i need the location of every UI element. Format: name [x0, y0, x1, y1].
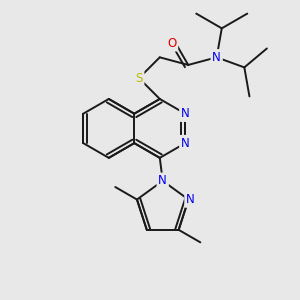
Text: N: N	[181, 107, 190, 120]
Text: N: N	[181, 136, 190, 150]
Text: N: N	[186, 193, 195, 206]
Text: O: O	[167, 37, 176, 50]
Text: S: S	[135, 72, 142, 85]
Text: N: N	[212, 51, 221, 64]
Text: N: N	[158, 174, 167, 187]
